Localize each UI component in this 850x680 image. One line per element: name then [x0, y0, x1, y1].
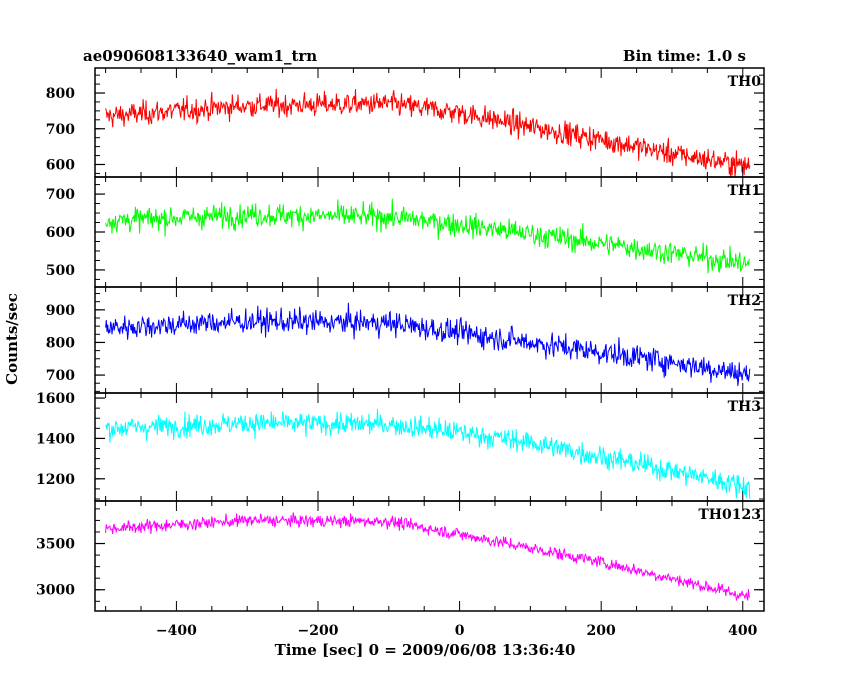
panel-frame	[94, 176, 765, 288]
y-tick-label: 3500	[36, 537, 75, 553]
panel-frame	[94, 500, 765, 612]
y-tick-label: 700	[46, 368, 75, 384]
y-tick-label: 1200	[36, 472, 75, 488]
x-axis-label: Time [sec] 0 = 2009/06/08 13:36:40	[275, 641, 576, 659]
panel-label-th0: TH0	[728, 74, 762, 90]
y-tick-label: 1600	[36, 391, 75, 407]
x-tick-label: 200	[587, 623, 616, 639]
panel-th1: 500 600 700 TH1	[46, 176, 765, 288]
x-tick-label: −400	[156, 623, 197, 639]
panel-label-th3: TH3	[728, 399, 761, 415]
y-tick-label: 900	[46, 303, 75, 319]
x-tick-label: 400	[728, 623, 757, 639]
series-line-th0123	[105, 512, 751, 602]
y-tick-label: 500	[46, 263, 75, 279]
series-line-th0	[105, 88, 751, 178]
y-tick-label: 800	[46, 335, 75, 351]
y-tick-label: 700	[46, 187, 75, 203]
panel-label-th2: TH2	[728, 293, 761, 309]
panel-frame	[94, 392, 765, 502]
y-tick-label: 1400	[36, 431, 75, 447]
bin-time-label: Bin time: 1.0 s	[623, 47, 746, 65]
y-axis-label: Counts/sec	[3, 293, 21, 385]
panels-group: 600 700 800 TH0 500 600 700 TH1 700 800 900 TH2 1200…	[36, 67, 765, 639]
chart-title: ae090608133640_wam1_trn	[83, 47, 317, 65]
panel-frame	[94, 67, 765, 178]
y-tick-label: 700	[46, 122, 75, 138]
x-tick-label: −200	[298, 623, 339, 639]
panel-th0123: 3000 3500 TH0123	[36, 500, 765, 612]
series-line-th2	[105, 302, 751, 386]
panel-th2: 700 800 900 TH2	[46, 286, 765, 394]
panel-frame	[94, 286, 765, 394]
panel-label-th1: TH1	[728, 183, 761, 199]
y-tick-label: 600	[46, 225, 75, 241]
panel-th0: 600 700 800 TH0	[46, 67, 765, 178]
panel-label-th0123: TH0123	[698, 507, 761, 523]
y-tick-label: 600	[46, 157, 75, 173]
y-tick-label: 800	[46, 86, 75, 102]
panel-th3: 1200 1400 1600 TH3	[36, 391, 765, 502]
series-line-th3	[105, 408, 751, 499]
series-line-th1	[105, 198, 750, 274]
x-tick-label: 0	[455, 623, 465, 639]
y-tick-label: 3000	[36, 583, 75, 599]
